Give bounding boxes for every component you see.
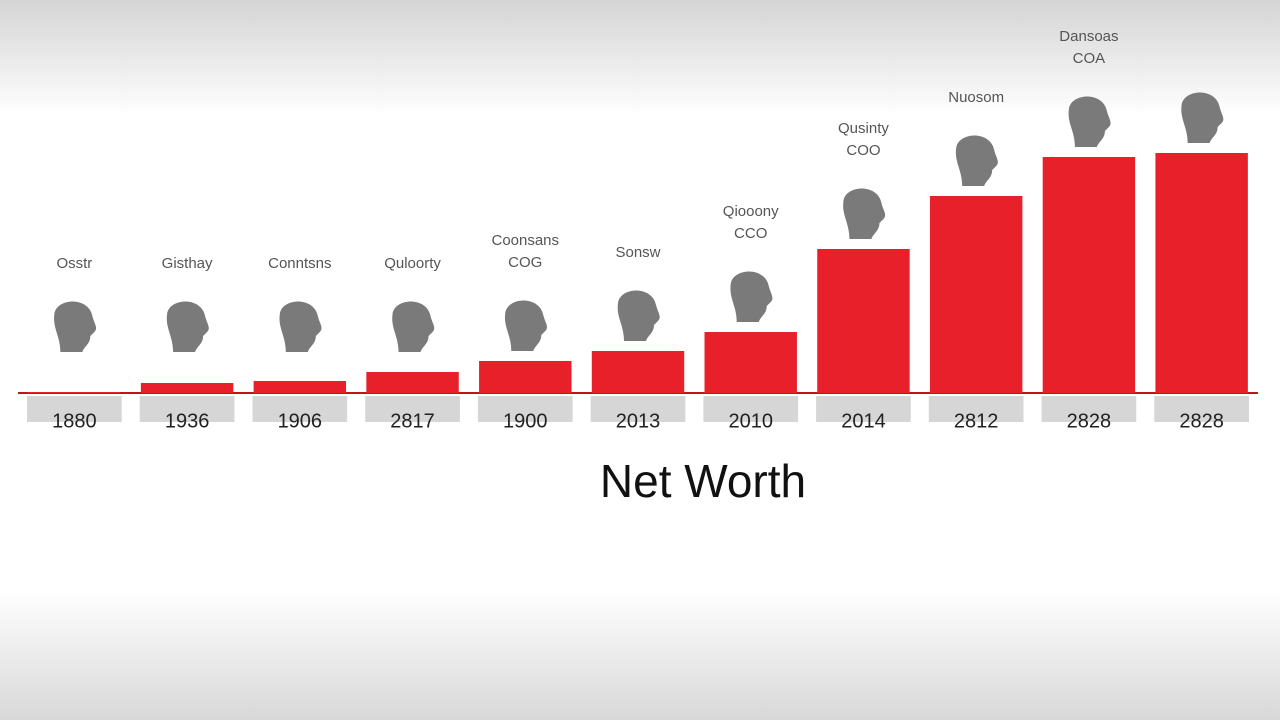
- label-shadow: [703, 396, 799, 422]
- bar-annotation: Dansoas: [1059, 28, 1118, 45]
- person-icon: [1181, 92, 1224, 143]
- person-icon: [1068, 96, 1111, 147]
- label-shadow: [252, 396, 348, 422]
- label-shadow: [1041, 396, 1137, 422]
- bar: [817, 249, 910, 393]
- bar-annotation: Qusinty: [838, 120, 889, 137]
- bar-annotation: Conntsns: [268, 255, 331, 272]
- bar: [704, 332, 797, 393]
- label-shadow: [590, 396, 686, 422]
- x-tick-label: 2817: [390, 410, 435, 432]
- person-icon: [54, 301, 97, 352]
- label-shadow: [27, 396, 122, 422]
- bar-annotation: COO: [846, 142, 880, 159]
- label-shadow: [816, 396, 911, 422]
- bar: [1155, 153, 1248, 393]
- bar-annotation: COG: [508, 254, 542, 271]
- bar-annotation: Sonsw: [615, 244, 660, 261]
- bar-annotation: Coonsans: [491, 232, 559, 249]
- x-tick-label: 1880: [52, 410, 97, 432]
- person-icon: [279, 301, 322, 352]
- bar: [479, 361, 572, 393]
- x-tick-label: 1906: [278, 410, 323, 432]
- person-icon: [392, 301, 435, 352]
- bar-annotation: Gisthay: [162, 255, 213, 272]
- bar-annotation: Osstr: [56, 255, 92, 272]
- person-icon: [955, 135, 998, 186]
- bar: [140, 383, 234, 393]
- bar-annotation: CCO: [734, 225, 767, 242]
- x-tick-label: 2828: [1067, 410, 1112, 432]
- bar-annotation: Nuosom: [948, 89, 1004, 106]
- x-tick-label: 2013: [616, 410, 661, 432]
- bar: [929, 196, 1023, 393]
- label-shadow: [139, 396, 235, 422]
- x-tick-label: 1900: [503, 410, 548, 432]
- bar: [253, 381, 347, 393]
- bar-annotation: Qiooony: [723, 203, 779, 220]
- label-shadow: [1154, 396, 1249, 422]
- bar-annotation: COA: [1073, 50, 1106, 67]
- person-icon: [843, 188, 886, 239]
- bar: [1042, 157, 1136, 393]
- x-tick-label: 1936: [165, 410, 210, 432]
- person-icon: [504, 300, 547, 351]
- label-shadow: [365, 396, 460, 422]
- x-tick-label: 2828: [1179, 410, 1224, 432]
- bar: [28, 392, 121, 393]
- chart-title: Net Worth: [600, 455, 806, 507]
- label-shadow: [477, 396, 573, 422]
- bar-annotation: Quloorty: [384, 255, 441, 272]
- person-icon: [166, 301, 209, 352]
- bar: [591, 351, 685, 393]
- person-icon: [617, 290, 660, 341]
- person-icon: [730, 271, 773, 322]
- x-tick-label: 2014: [841, 410, 886, 432]
- x-tick-label: 2010: [728, 410, 773, 432]
- bar: [366, 372, 459, 393]
- label-shadow: [928, 396, 1024, 422]
- x-tick-label: 2812: [954, 410, 999, 432]
